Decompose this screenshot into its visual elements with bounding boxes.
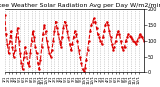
Title: Milwaukee Weather Solar Radiation Avg per Day W/m2/minute: Milwaukee Weather Solar Radiation Avg pe… <box>0 3 160 8</box>
